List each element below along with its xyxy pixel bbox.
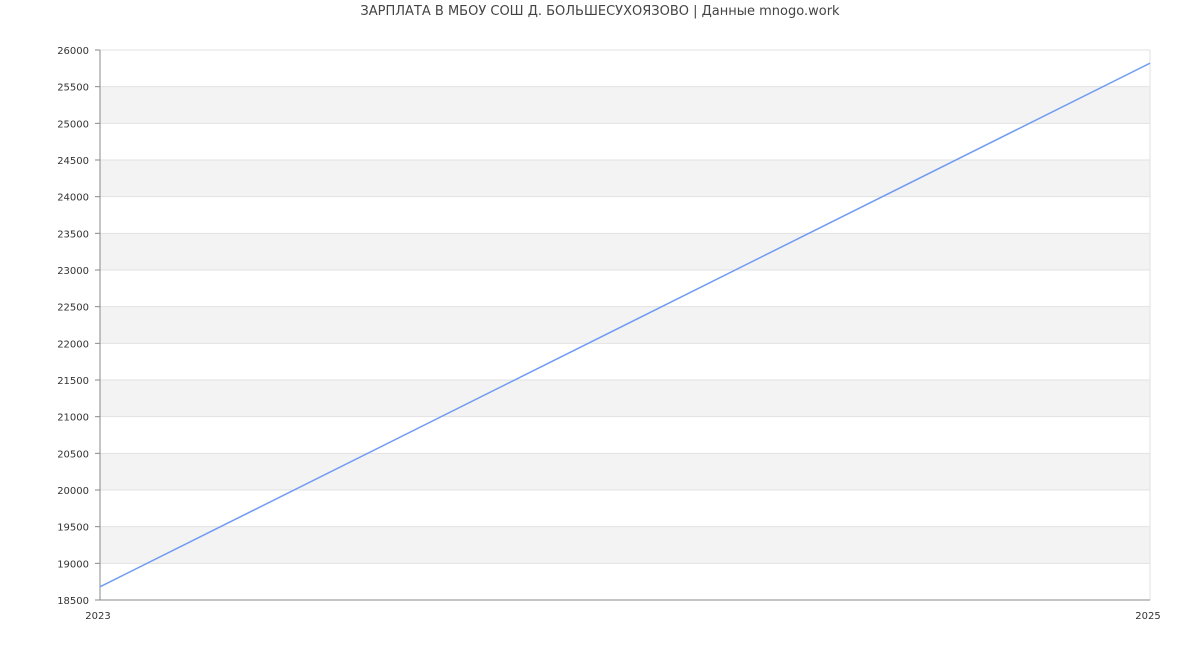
y-tick-label: 24000: [57, 193, 89, 204]
y-tick-label: 22000: [57, 339, 89, 350]
grid-band: [100, 160, 1150, 197]
y-tick-label: 19500: [57, 523, 89, 534]
y-tick-label: 23500: [57, 229, 89, 240]
y-tick-label: 20000: [57, 486, 89, 497]
y-tick-label: 26000: [57, 46, 89, 57]
y-tick-label: 25500: [57, 83, 89, 94]
x-tick-label: 2023: [85, 611, 110, 622]
grid-band: [100, 233, 1150, 270]
y-tick-label: 20500: [57, 449, 89, 460]
y-tick-label: 21000: [57, 413, 89, 424]
y-tick-label: 18500: [57, 596, 89, 607]
y-tick-label: 24500: [57, 156, 89, 167]
grid-band: [100, 453, 1150, 490]
x-tick-label: 2025: [1135, 611, 1160, 622]
y-tick-label: 19000: [57, 559, 89, 570]
y-tick-label: 25000: [57, 119, 89, 130]
grid-band: [100, 526, 1150, 564]
series-line: [99, 62, 1151, 588]
y-tick-label: 21500: [57, 376, 89, 387]
y-tick-label: 22500: [57, 303, 89, 314]
grid-band: [100, 86, 1150, 124]
chart-title: ЗАРПЛАТА В МБОУ СОШ Д. БОЛЬШЕСУХОЯЗОВО |…: [360, 4, 840, 19]
y-tick-label: 23000: [57, 266, 89, 277]
grid-band: [100, 380, 1150, 417]
